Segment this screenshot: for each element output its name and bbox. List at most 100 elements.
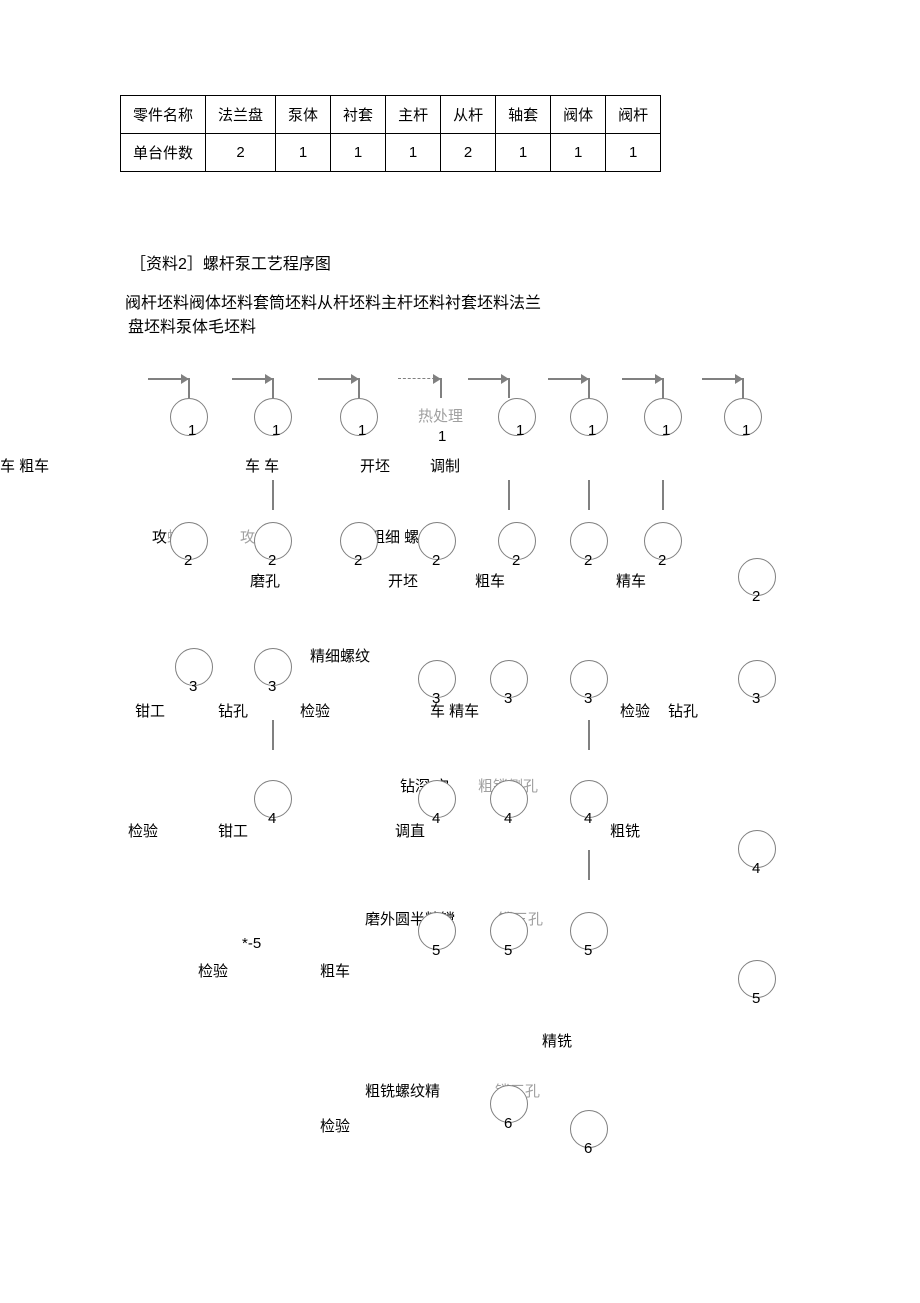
row5-star: *-5	[242, 935, 261, 952]
arrow-icon	[148, 378, 188, 380]
table-row: 单台件数 2 1 1 1 2 1 1 1	[121, 134, 661, 172]
flow-node: 2	[738, 558, 776, 596]
row3-label: 钳工	[135, 700, 165, 721]
table-header-row: 零件名称 法兰盘 泵体 衬套 主杆 从杆 轴套 阀体 阀杆	[121, 96, 661, 134]
flow-node: 6	[490, 1085, 528, 1123]
row6-label: 粗铣螺纹精	[365, 1080, 440, 1101]
connector	[358, 378, 360, 398]
row3-label: 精细螺纹	[310, 645, 370, 666]
row4-label: 钳工	[218, 820, 248, 841]
td: 1	[276, 134, 331, 172]
flow-node: 1	[644, 398, 682, 436]
flow-node: 4	[738, 830, 776, 868]
flow-node: 2	[570, 522, 608, 560]
connector	[662, 480, 664, 510]
row3-label: 钻孔	[668, 700, 698, 721]
th: 主杆	[386, 96, 441, 134]
arrow-icon	[548, 378, 588, 380]
flow-node: 2	[418, 522, 456, 560]
row2-label: 磨孔	[250, 570, 280, 591]
material-line-1: 阀杆坯料阀体坯料套筒坯料从杆坯料主杆坯料衬套坯料法兰	[125, 292, 541, 316]
row1-label: 调制	[430, 455, 460, 476]
flow-node: 4	[418, 780, 456, 818]
flow-node: 2	[254, 522, 292, 560]
td: 1	[386, 134, 441, 172]
parts-table: 零件名称 法兰盘 泵体 衬套 主杆 从杆 轴套 阀体 阀杆 单台件数 2 1 1…	[120, 95, 661, 172]
material-line-2: 盘坯料泵体毛坯料	[128, 316, 256, 340]
td: 2	[206, 134, 276, 172]
arrow-icon	[318, 378, 358, 380]
dashed-arrow-icon	[398, 378, 440, 379]
th: 法兰盘	[206, 96, 276, 134]
row3-label: 车 精车	[430, 700, 479, 721]
section-heading: ［资料2］螺杆泵工艺程序图	[130, 250, 331, 274]
flow-node: 3	[490, 660, 528, 698]
flow-node: 3	[570, 660, 608, 698]
connector	[272, 480, 274, 510]
flow-node: 2	[644, 522, 682, 560]
th: 阀体	[551, 96, 606, 134]
side-label: 车 粗车	[0, 455, 49, 476]
flow-node: 1	[570, 398, 608, 436]
td: 1	[551, 134, 606, 172]
flow-node: 3	[175, 648, 213, 686]
row2-label: 开坯	[388, 570, 418, 591]
connector	[588, 850, 590, 880]
td: 1	[496, 134, 551, 172]
connector	[508, 378, 510, 398]
row5-label: 粗车	[320, 960, 350, 981]
td-label: 单台件数	[121, 134, 206, 172]
td: 2	[441, 134, 496, 172]
connector	[742, 378, 744, 398]
row3-label: 检验	[300, 700, 330, 721]
flow-node: 1	[724, 398, 762, 436]
flow-node: 1	[498, 398, 536, 436]
th: 从杆	[441, 96, 496, 134]
row2-label: 粗车	[475, 570, 505, 591]
row5-label: 检验	[198, 960, 228, 981]
arrow-icon	[702, 378, 742, 380]
node-number: 1	[438, 428, 446, 445]
arrow-icon	[622, 378, 662, 380]
flow-node: 4	[254, 780, 292, 818]
connector	[440, 378, 442, 398]
row2-label: 精车	[616, 570, 646, 591]
row5-label: 精铣	[542, 1030, 572, 1051]
flow-node: 5	[570, 912, 608, 950]
row4-label: 检验	[128, 820, 158, 841]
connector	[188, 378, 190, 398]
th: 轴套	[496, 96, 551, 134]
th: 泵体	[276, 96, 331, 134]
flow-node: 6	[570, 1110, 608, 1148]
flow-node: 2	[340, 522, 378, 560]
flow-node: 5	[738, 960, 776, 998]
flow-node: 5	[418, 912, 456, 950]
flow-node: 3	[254, 648, 292, 686]
flow-node: 2	[170, 522, 208, 560]
th: 衬套	[331, 96, 386, 134]
connector	[272, 720, 274, 750]
row4-label: 调直	[395, 820, 425, 841]
connector	[662, 378, 664, 398]
flow-node: 1	[340, 398, 378, 436]
connector	[508, 480, 510, 510]
connector	[588, 480, 590, 510]
page-root: 零件名称 法兰盘 泵体 衬套 主杆 从杆 轴套 阀体 阀杆 单台件数 2 1 1…	[0, 0, 920, 1303]
arrow-icon	[468, 378, 508, 380]
connector	[588, 720, 590, 750]
flow-node: 4	[490, 780, 528, 818]
flow-node: 3	[418, 660, 456, 698]
flow-node: 3	[738, 660, 776, 698]
connector	[588, 378, 590, 398]
row4-label: 粗铣	[610, 820, 640, 841]
connector	[272, 378, 274, 398]
flow-node: 5	[490, 912, 528, 950]
th: 零件名称	[121, 96, 206, 134]
flow-node: 4	[570, 780, 608, 818]
flow-node: 1	[170, 398, 208, 436]
arrow-icon	[232, 378, 272, 380]
row6-label: 检验	[320, 1115, 350, 1136]
row1-label: 车 车	[245, 455, 279, 476]
td: 1	[331, 134, 386, 172]
td: 1	[606, 134, 661, 172]
